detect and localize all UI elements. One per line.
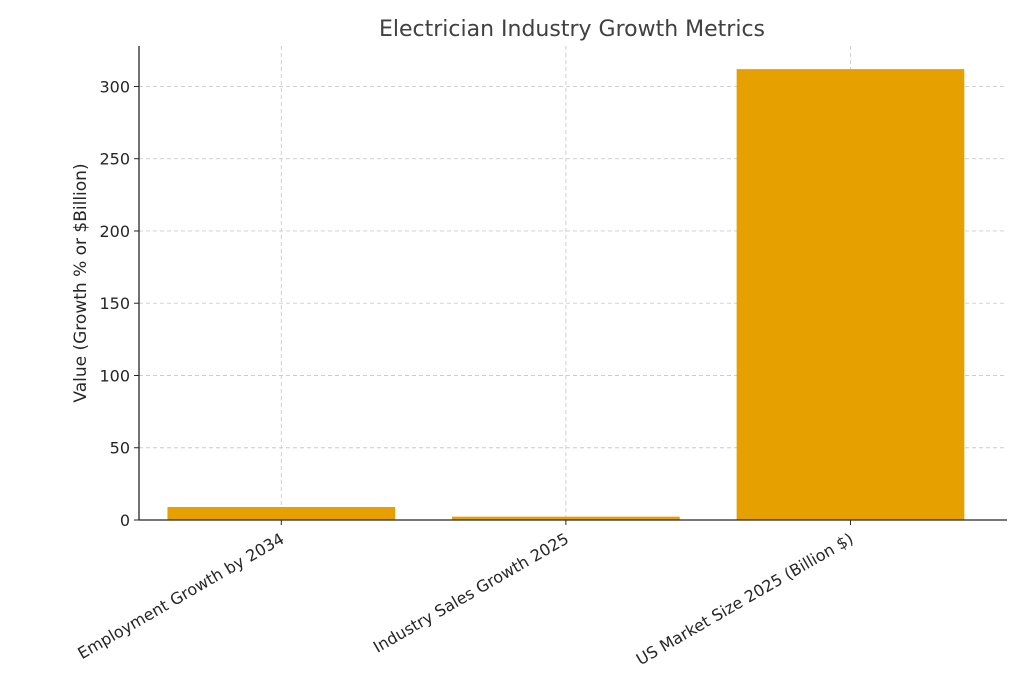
y-tick-label: 50: [110, 439, 130, 458]
bar: [452, 516, 680, 520]
y-axis-label: Value (Growth % or $Billion): [71, 163, 91, 402]
y-tick-label: 200: [99, 222, 130, 241]
y-tick-label: 0: [120, 511, 130, 530]
x-tick-label: US Market Size 2025 (Billion $): [633, 529, 857, 669]
bar: [167, 506, 396, 520]
y-tick-label: 250: [99, 150, 130, 169]
y-tick-label: 100: [99, 366, 130, 385]
bars-layer: [167, 69, 965, 520]
chart-title: Electrician Industry Growth Metrics: [379, 17, 765, 42]
y-tick-label: 150: [99, 294, 130, 313]
bar: [736, 69, 965, 520]
x-tick-label: Employment Growth by 2034: [74, 529, 287, 663]
axes-layer: [138, 46, 1007, 521]
y-tick-label: 300: [99, 77, 130, 96]
x-tick-label: Industry Sales Growth 2025: [370, 529, 572, 657]
